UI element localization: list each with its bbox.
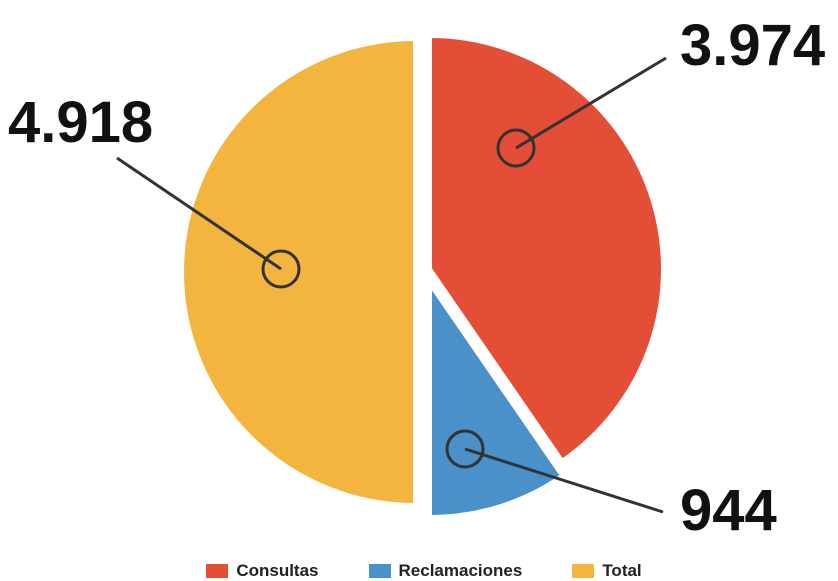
data-label-total: 4.918 [8, 90, 153, 155]
marker-circle-total [261, 249, 301, 289]
legend-label-consultas: Consultas [236, 560, 319, 580]
legend-item-consultas: Consultas [196, 560, 319, 581]
pie-slice-consultas [428, 33, 665, 464]
marker-circle-consultas [496, 128, 536, 168]
data-label-reclamaciones: 944 [680, 478, 777, 543]
legend-label-total: Total [602, 560, 642, 580]
leader-line-reclamaciones [464, 447, 664, 514]
callouts: 3.974 944 4.918 [8, 13, 825, 543]
legend-item-reclamaciones: Reclamaciones [359, 560, 523, 581]
legend-swatch-consultas [206, 563, 229, 578]
legend-swatch-total [572, 563, 595, 578]
leader-line-total [116, 156, 282, 271]
leader-line-consultas [515, 56, 667, 150]
legend-item-total: Total [562, 560, 642, 581]
legend-swatch-reclamaciones [368, 563, 391, 578]
legend: Consultas Reclamaciones Total [0, 560, 838, 581]
marker-circle-reclamaciones [445, 429, 485, 469]
data-label-consultas: 3.974 [680, 13, 825, 78]
pie-slice-reclamaciones [428, 277, 565, 520]
legend-label-reclamaciones: Reclamaciones [398, 560, 523, 580]
pie-slices [180, 33, 665, 520]
